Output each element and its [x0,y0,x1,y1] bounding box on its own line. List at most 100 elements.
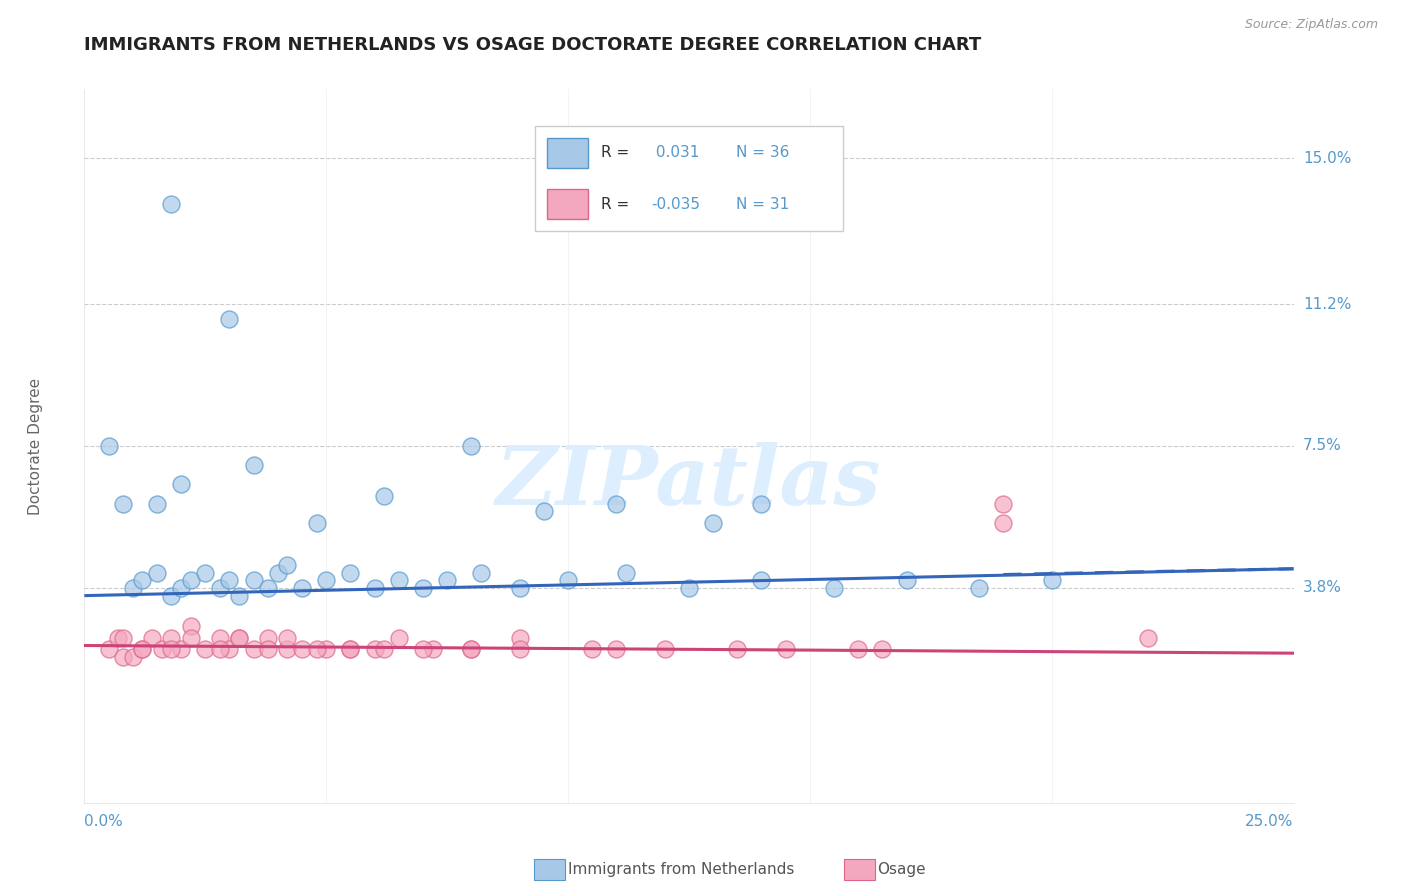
Point [291,581,314,595]
Text: Osage: Osage [877,863,927,877]
Point [509,631,531,645]
Point [533,504,555,518]
Point [150,642,173,657]
Point [436,574,458,588]
Point [242,458,264,473]
Text: ZIPatlas: ZIPatlas [496,442,882,522]
Point [373,489,395,503]
Point [180,574,202,588]
Text: N = 31: N = 31 [737,196,789,211]
Point [872,642,894,657]
Point [276,558,298,572]
Point [654,642,676,657]
Point [131,642,153,657]
Text: 25.0%: 25.0% [1246,814,1294,830]
Point [725,642,748,657]
Point [557,574,579,588]
Point [112,497,135,511]
Point [896,574,918,588]
Point [678,581,700,595]
Point [388,574,411,588]
Point [276,642,298,657]
Point [605,642,627,657]
Point [339,642,361,657]
Point [180,631,202,645]
Point [257,642,280,657]
Point [1137,631,1160,645]
Text: Doctorate Degree: Doctorate Degree [28,377,44,515]
Text: 0.031: 0.031 [651,145,700,161]
Point [412,642,434,657]
Point [339,642,361,657]
Point [702,516,724,530]
Point [993,497,1015,511]
Point [1040,574,1063,588]
Point [388,631,411,645]
Text: R =: R = [600,145,628,161]
Point [257,581,280,595]
Point [170,581,193,595]
Text: -0.035: -0.035 [651,196,700,211]
Point [160,589,183,603]
Point [170,477,193,491]
Point [751,574,773,588]
Point [180,619,202,633]
Point [218,574,240,588]
Point [194,566,217,580]
Point [160,197,183,211]
FancyBboxPatch shape [547,189,588,219]
Text: IMMIGRANTS FROM NETHERLANDS VS OSAGE DOCTORATE DEGREE CORRELATION CHART: IMMIGRANTS FROM NETHERLANDS VS OSAGE DOC… [84,36,981,54]
Point [509,642,531,657]
Point [228,589,250,603]
Point [121,650,143,665]
Text: 3.8%: 3.8% [1303,581,1343,596]
Point [363,581,385,595]
Point [208,581,231,595]
Point [291,642,314,657]
Point [112,631,135,645]
Point [339,566,361,580]
Point [131,642,153,657]
Point [170,642,193,657]
Point [846,642,869,657]
Point [605,497,627,511]
Point [160,631,183,645]
Point [208,631,231,645]
Text: 7.5%: 7.5% [1303,439,1341,453]
Text: 15.0%: 15.0% [1303,151,1351,166]
Text: 11.2%: 11.2% [1303,296,1351,311]
Point [363,642,385,657]
Point [305,516,328,530]
Point [967,581,990,595]
Point [823,581,845,595]
Point [373,642,395,657]
Point [509,581,531,595]
Point [276,631,298,645]
Point [581,642,603,657]
Point [422,642,444,657]
Point [470,566,492,580]
Point [614,566,637,580]
Point [107,631,129,645]
Point [160,642,183,657]
Point [315,642,337,657]
Text: Immigrants from Netherlands: Immigrants from Netherlands [568,863,794,877]
Point [305,642,328,657]
Point [112,650,135,665]
FancyBboxPatch shape [547,137,588,168]
Point [146,497,169,511]
Text: N = 36: N = 36 [737,145,790,161]
Point [242,642,264,657]
Point [218,312,240,326]
Text: Source: ZipAtlas.com: Source: ZipAtlas.com [1244,18,1378,31]
Point [460,642,482,657]
Point [218,642,240,657]
Point [460,642,482,657]
Text: 0.0%: 0.0% [84,814,124,830]
Point [460,439,482,453]
Point [412,581,434,595]
Text: R =: R = [600,196,628,211]
Point [267,566,290,580]
Point [131,574,153,588]
Point [257,631,280,645]
